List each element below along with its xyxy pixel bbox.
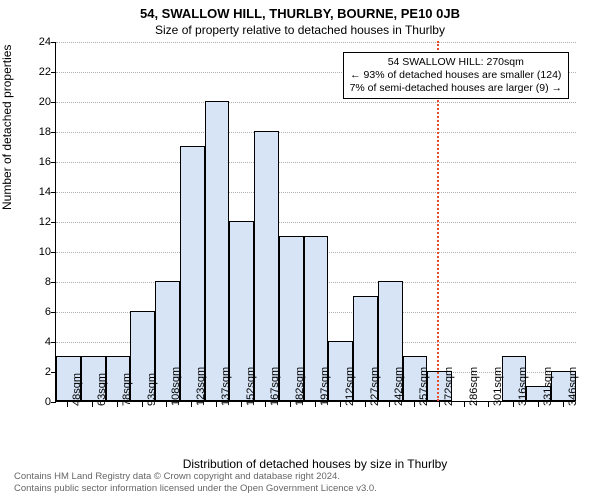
annotation-line1: 54 SWALLOW HILL: 270sqm <box>350 56 562 69</box>
ytick-label: 12 <box>21 216 51 228</box>
ytick-label: 8 <box>21 276 51 288</box>
xtick-label: 286sqm <box>468 367 480 406</box>
ytick-label: 2 <box>21 366 51 378</box>
xtick-label: 272sqm <box>443 367 455 406</box>
caption-line1: Contains HM Land Registry data © Crown c… <box>14 471 377 482</box>
xtick-label: 78sqm <box>121 373 133 406</box>
xtick-label: 257sqm <box>418 367 430 406</box>
ytick-label: 0 <box>21 396 51 408</box>
xtick-label: 63sqm <box>96 373 108 406</box>
ytick-label: 18 <box>21 126 51 138</box>
histogram-bar <box>180 146 205 401</box>
xtick-label: 48sqm <box>71 373 83 406</box>
ytick-label: 16 <box>21 156 51 168</box>
ytick-label: 6 <box>21 306 51 318</box>
y-axis-label: Number of detached properties <box>0 45 14 210</box>
xtick-label: 212sqm <box>344 367 356 406</box>
xtick-label: 301sqm <box>492 367 504 406</box>
annotation-line3: 7% of semi-detached houses are larger (9… <box>350 82 562 95</box>
ytick-label: 24 <box>21 36 51 48</box>
xtick-label: 197sqm <box>319 367 331 406</box>
xtick-label: 242sqm <box>393 367 405 406</box>
caption: Contains HM Land Registry data © Crown c… <box>14 471 377 494</box>
annotation-line2: ← 93% of detached houses are smaller (12… <box>350 69 562 82</box>
caption-line2: Contains public sector information licen… <box>14 483 377 494</box>
chart-title-main: 54, SWALLOW HILL, THURLBY, BOURNE, PE10 … <box>0 0 600 21</box>
ytick-label: 4 <box>21 336 51 348</box>
xtick-label: 123sqm <box>195 367 207 406</box>
chart-title-sub: Size of property relative to detached ho… <box>0 21 600 37</box>
annotation-box: 54 SWALLOW HILL: 270sqm ← 93% of detache… <box>343 52 569 99</box>
histogram-bar <box>205 101 230 401</box>
xtick-label: 152sqm <box>245 367 257 406</box>
ytick-label: 14 <box>21 186 51 198</box>
xtick-label: 167sqm <box>269 367 281 406</box>
xtick-label: 108sqm <box>170 367 182 406</box>
ytick-label: 10 <box>21 246 51 258</box>
ytick-label: 20 <box>21 96 51 108</box>
xtick-label: 93sqm <box>146 373 158 406</box>
chart-area: 54 SWALLOW HILL: 270sqm ← 93% of detache… <box>55 42 575 402</box>
xtick-label: 137sqm <box>220 367 232 406</box>
x-axis-label: Distribution of detached houses by size … <box>55 457 575 471</box>
xtick-label: 346sqm <box>567 367 579 406</box>
xtick-label: 227sqm <box>369 367 381 406</box>
xtick-label: 331sqm <box>542 367 554 406</box>
xtick-label: 182sqm <box>294 367 306 406</box>
histogram-bar <box>254 131 279 401</box>
ytick-label: 22 <box>21 66 51 78</box>
xtick-label: 316sqm <box>517 367 529 406</box>
